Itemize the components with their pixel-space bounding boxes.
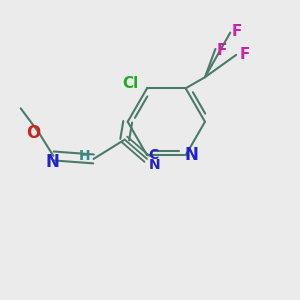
Text: F: F — [232, 24, 242, 39]
Text: N: N — [46, 154, 60, 172]
Text: N: N — [148, 158, 160, 172]
Text: H: H — [79, 149, 90, 163]
Text: C: C — [148, 148, 159, 162]
Text: F: F — [239, 47, 250, 62]
Text: N: N — [184, 146, 198, 164]
Text: O: O — [26, 124, 40, 142]
Text: Cl: Cl — [123, 76, 139, 91]
Text: F: F — [217, 43, 227, 58]
